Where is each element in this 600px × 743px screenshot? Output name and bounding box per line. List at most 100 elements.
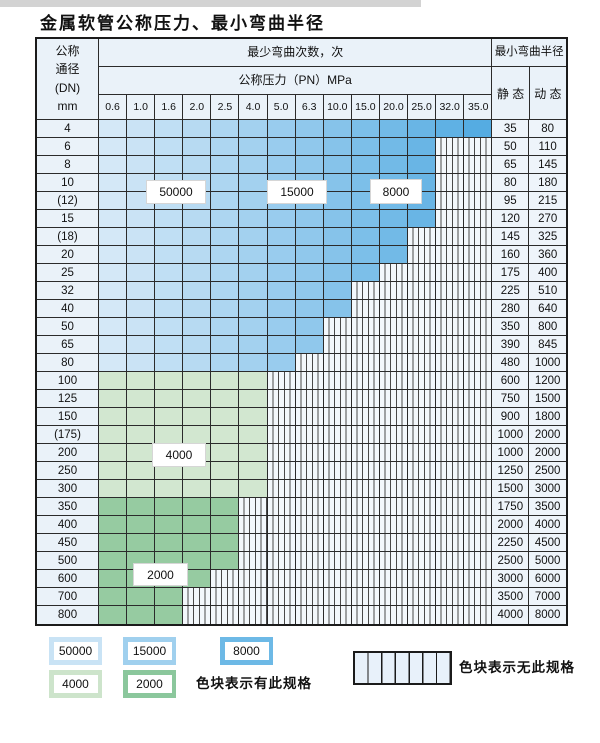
spec-available-cell <box>267 138 296 155</box>
table-row-dn-500: 500 2500 5000 <box>37 552 566 570</box>
no-spec-cell <box>323 606 352 624</box>
spec-available-cell <box>295 336 324 353</box>
table-row-dn-32: 32 225 510 <box>37 282 566 300</box>
spec-available-cell <box>155 264 184 281</box>
static-radius-cell: 900 <box>492 408 530 425</box>
no-spec-cell <box>351 354 380 371</box>
no-spec-cell <box>267 498 296 515</box>
spec-available-cell <box>211 552 240 569</box>
static-radius-cell: 2250 <box>492 534 530 551</box>
no-spec-cell <box>464 282 493 299</box>
static-radius-cell: 2500 <box>492 552 530 569</box>
dn-cell: 80 <box>37 354 99 371</box>
dynamic-radius-cell: 510 <box>529 282 566 299</box>
no-spec-cell <box>464 354 493 371</box>
spec-available-cell <box>127 516 156 533</box>
no-spec-cell <box>211 570 240 587</box>
no-spec-cell <box>267 570 296 587</box>
no-spec-cell <box>436 480 465 497</box>
spec-available-cell <box>408 156 437 173</box>
spec-available-cell <box>183 210 212 227</box>
static-radius-cell: 80 <box>492 174 530 191</box>
spec-available-cell <box>211 354 240 371</box>
no-spec-cell <box>464 534 493 551</box>
spec-available-cell <box>99 282 128 299</box>
spec-available-cell <box>99 192 128 209</box>
no-spec-cell <box>436 426 465 443</box>
spec-available-cell <box>183 534 212 551</box>
spec-available-cell <box>183 156 212 173</box>
static-radius-cell: 4000 <box>492 606 530 624</box>
spec-available-cell <box>99 444 128 461</box>
pressure-col-header: 35.0 <box>468 101 489 113</box>
spec-available-cell <box>295 228 324 245</box>
no-spec-cell <box>211 606 240 624</box>
spec-available-cell <box>239 336 268 353</box>
dn-cell: 150 <box>37 408 99 425</box>
spec-available-cell <box>211 426 240 443</box>
no-spec-cell <box>351 588 380 605</box>
spec-available-cell <box>99 606 128 624</box>
dn-header-line: (DN) <box>54 80 81 95</box>
spec-available-cell <box>211 408 240 425</box>
no-spec-cell <box>379 300 409 317</box>
no-spec-cell <box>323 498 352 515</box>
dynamic-radius-cell: 1000 <box>529 354 566 371</box>
no-spec-cell <box>351 372 380 389</box>
no-spec-cell <box>379 426 409 443</box>
no-spec-cell <box>295 570 324 587</box>
no-spec-cell <box>436 444 465 461</box>
table-row-dn-50: 50 350 800 <box>37 318 566 336</box>
table-row-dn-250: 250 1250 2500 <box>37 462 566 480</box>
legend-swatch-value: 2000 <box>127 675 172 693</box>
spec-available-cell <box>323 156 352 173</box>
no-spec-cell <box>436 372 465 389</box>
spec-available-cell <box>127 462 156 479</box>
no-spec-cell <box>464 444 493 461</box>
no-spec-cell <box>464 426 493 443</box>
pressure-col-header: 15.0 <box>352 95 380 119</box>
no-spec-cell <box>183 606 212 624</box>
no-spec-cell <box>379 552 409 569</box>
table-row-dn-400: 400 2000 4000 <box>37 516 566 534</box>
dn-header-cell: 公称 通径 (DN) mm <box>37 39 99 119</box>
spec-available-cell <box>323 174 352 191</box>
spec-available-cell <box>183 480 212 497</box>
static-dynamic-headers: 静 态 动 态 <box>492 67 566 119</box>
spec-available-cell <box>183 318 212 335</box>
pressure-columns-row: 0.6 1.0 1.6 2.0 2.5 4.0 5.0 6.3 10.0 15.0 20.0 25.0… <box>99 95 491 119</box>
no-spec-cell <box>323 390 352 407</box>
legend-has-spec-text: 色块表示有此规格 <box>196 676 312 691</box>
pressure-col-header: 10.0 <box>324 95 352 119</box>
static-radius-cell: 1000 <box>492 444 530 461</box>
no-spec-cell <box>295 498 324 515</box>
static-radius-cell: 95 <box>492 192 530 209</box>
no-spec-cell <box>351 606 380 624</box>
dn-cell: 20 <box>37 246 99 263</box>
no-spec-cell <box>436 606 465 624</box>
spec-available-cell <box>239 264 268 281</box>
dynamic-radius-cell: 215 <box>529 192 566 209</box>
no-spec-cell <box>464 498 493 515</box>
legend-swatch-50000: 50000 <box>49 637 102 665</box>
cycle-count-label-15000: 15000 <box>267 180 327 204</box>
dn-cell: 50 <box>37 318 99 335</box>
spec-available-cell <box>323 282 352 299</box>
spec-available-cell <box>323 264 352 281</box>
dn-cell: 250 <box>37 462 99 479</box>
static-radius-cell: 65 <box>492 156 530 173</box>
spec-available-cell <box>211 444 240 461</box>
spec-available-cell <box>267 318 296 335</box>
no-spec-cell <box>408 408 437 425</box>
dynamic-radius-cell: 1500 <box>529 390 566 407</box>
legend-swatch-value: 4000 <box>53 675 98 693</box>
spec-available-cell <box>183 372 212 389</box>
spec-available-cell <box>155 120 184 137</box>
spec-available-cell <box>267 246 296 263</box>
no-spec-cell <box>436 282 465 299</box>
spec-available-cell <box>155 588 184 605</box>
spec-available-cell <box>211 174 240 191</box>
no-spec-cell <box>351 300 380 317</box>
pressure-col-header: 5.0 <box>268 95 296 119</box>
no-spec-cell <box>464 606 493 624</box>
